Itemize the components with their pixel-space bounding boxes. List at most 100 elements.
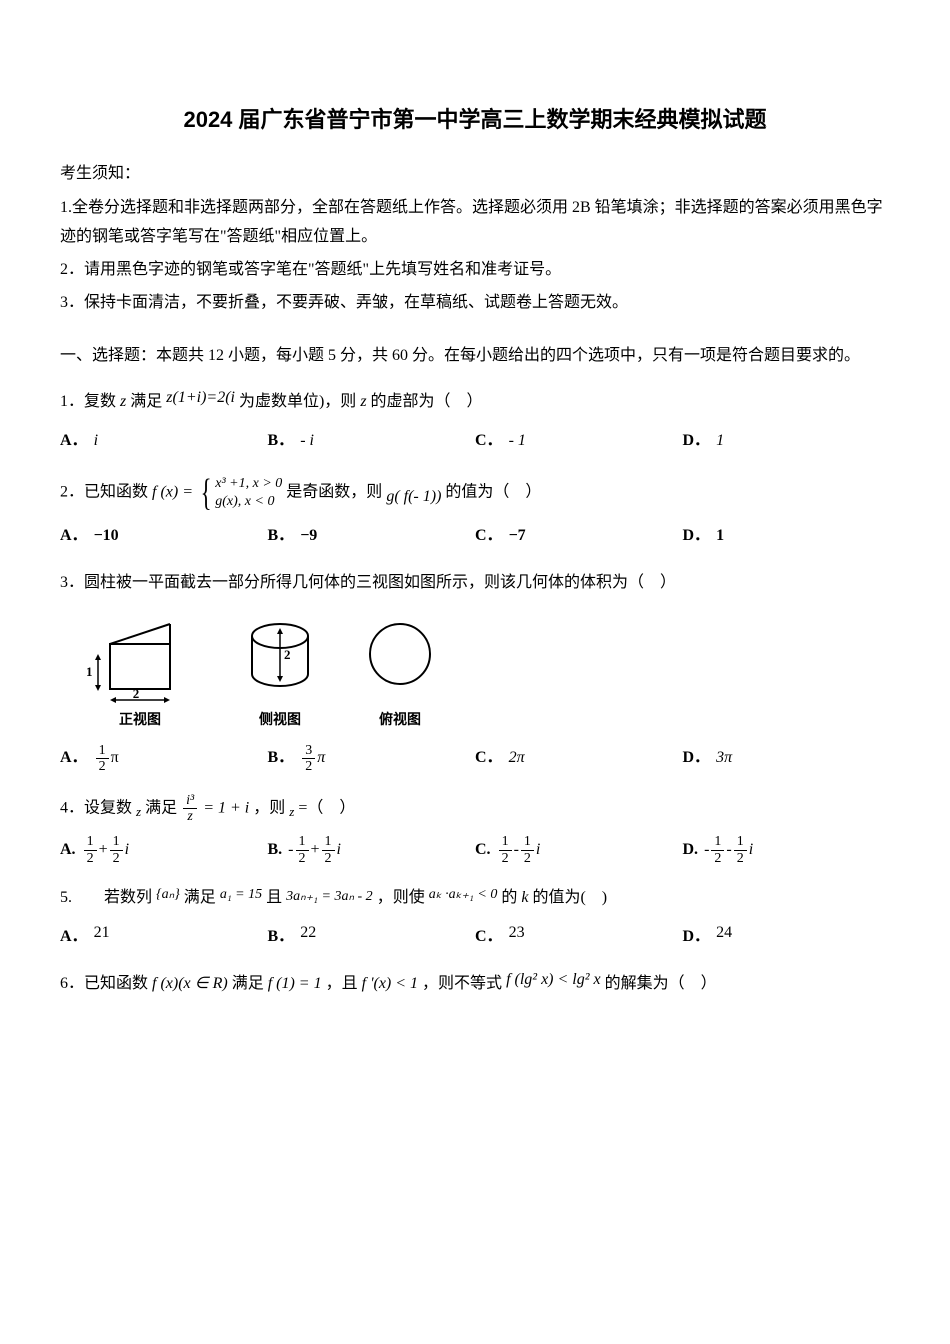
q4d-d2: 2	[734, 851, 747, 866]
q5-a1: a₁ = 15	[220, 887, 262, 902]
side-view-label: 侧视图	[240, 708, 320, 733]
notice-head: 考生须知：	[60, 160, 890, 189]
q5-choice-b: B．22	[268, 923, 476, 952]
q4d-n1: 1	[711, 834, 724, 850]
q4d-d1: 2	[711, 851, 724, 866]
q6-mid1: 满足	[232, 975, 264, 992]
q6-pre: 6．已知函数	[60, 975, 148, 992]
q3-b-num: 3	[302, 743, 315, 759]
q5-mid1: 满足	[184, 889, 216, 906]
exam-title: 2024 届广东省普宁市第一中学高三上数学期末经典模拟试题	[60, 100, 890, 140]
q4b-d2: 2	[322, 851, 335, 866]
label-d: D．	[683, 522, 711, 551]
q5-a-val: 21	[94, 919, 110, 948]
q4-choice-a: A. 12 + 12 i	[60, 834, 268, 866]
label-a: A.	[60, 836, 76, 865]
label-d: D.	[683, 836, 699, 865]
q1-a-val: i	[94, 427, 98, 456]
q3-choice-d: D． 3π	[683, 743, 891, 775]
q2-b-val: −9	[300, 522, 317, 551]
q4c-d1: 2	[499, 851, 512, 866]
q3-choice-b: B． 32 π	[268, 743, 476, 775]
q4a-d2: 2	[110, 851, 123, 866]
q4-choice-d: D. - 12 - 12 i	[683, 834, 891, 866]
q5-choices: A．21 B．22 C．23 D．24	[60, 923, 890, 952]
side-view-svg: 2	[240, 614, 320, 704]
notice-2: 2．请用黑色字迹的钢笔或答字笔在"答题纸"上先填写姓名和准考证号。	[60, 256, 890, 285]
label-b: B．	[268, 427, 295, 456]
label-a: A．	[60, 427, 88, 456]
q4-frac-den: z	[183, 809, 197, 824]
q3-d-val: 3π	[716, 744, 732, 773]
q3-a-pi: π	[111, 744, 119, 773]
q6-mid3: ，则不等式	[422, 975, 502, 992]
q1-eq: z(1+i)=2(i	[166, 389, 235, 406]
question-3: 3．圆柱被一平面截去一部分所得几何体的三视图如图所示，则该几何体的体积为（ ）	[60, 569, 890, 598]
label-d: D．	[683, 744, 711, 773]
q4-eq: = 1 + i	[203, 799, 249, 816]
q2-a-val: −10	[94, 522, 119, 551]
label-b: B．	[268, 522, 295, 551]
q4a-n2: 1	[110, 834, 123, 850]
q4-zeq: z	[289, 804, 294, 819]
q3-b-den: 2	[302, 759, 315, 774]
q4a-n1: 1	[84, 834, 97, 850]
label-c: C．	[475, 427, 503, 456]
svg-text:2: 2	[133, 686, 140, 701]
q4-post: =（ ）	[298, 799, 355, 816]
q2-post: 的值为（ ）	[445, 484, 541, 501]
q4b-n1: 1	[296, 834, 309, 850]
q4b-i: i	[337, 836, 341, 865]
front-view-label: 正视图	[80, 708, 200, 733]
label-c: C.	[475, 836, 491, 865]
q6-f1: f (1) = 1	[268, 975, 322, 992]
q4-pre: 4．设复数	[60, 799, 132, 816]
q3-a-num: 1	[96, 743, 109, 759]
q3-choice-a: A． 12 π	[60, 743, 268, 775]
q2-choice-c: C．−7	[475, 522, 683, 551]
q5-cond: aₖ ·aₖ₊₁ < 0	[429, 887, 498, 902]
question-2: 2．已知函数 f (x) = { x³ +1, x > 0 g(x), x < …	[60, 474, 890, 512]
q4c-i: i	[536, 836, 540, 865]
q1-z1: z	[120, 393, 126, 410]
q4-mid1: 满足	[145, 799, 177, 816]
q2-fx: f (x) =	[152, 484, 193, 501]
label-b: B．	[268, 923, 295, 952]
q3-a-den: 2	[96, 759, 109, 774]
q2-row2: g(x), x < 0	[215, 493, 282, 511]
q1-d-val: 1	[716, 427, 724, 456]
front-view-block: 1 2 正视图	[80, 614, 200, 733]
q1-mid1: 满足	[130, 393, 162, 410]
q1-choice-b: B．- i	[268, 427, 476, 456]
q3-b-pi: π	[317, 744, 325, 773]
q1-choice-a: A．i	[60, 427, 268, 456]
q2-gff: g( f(- 1))	[386, 488, 441, 505]
q1-z2: z	[360, 393, 366, 410]
q5-c-val: 23	[509, 919, 525, 948]
q5-b-val: 22	[300, 919, 316, 948]
q5-pre: 5. 若数列	[60, 889, 152, 906]
q4-choices: A. 12 + 12 i B. - 12 + 12 i C. 12 - 12 i…	[60, 834, 890, 866]
section-1-header: 一、选择题：本题共 12 小题，每小题 5 分，共 60 分。在每小题给出的四个…	[60, 342, 890, 371]
label-c: C．	[475, 744, 503, 773]
q2-choice-b: B．−9	[268, 522, 476, 551]
label-c: C．	[475, 923, 503, 952]
q1-c-val: - 1	[509, 427, 526, 456]
q4-choice-c: C. 12 - 12 i	[475, 834, 683, 866]
q6-fx: f (x)(x ∈ R)	[152, 975, 228, 992]
q5-mid3: 的	[501, 889, 517, 906]
question-4: 4．设复数 z 满足 i³z = 1 + i ，则 z =（ ）	[60, 793, 890, 825]
q4c-n1: 1	[499, 834, 512, 850]
q3-c-val: 2π	[509, 744, 525, 773]
q6-post: 的解集为（ ）	[605, 975, 717, 992]
label-b: B.	[268, 836, 283, 865]
top-view-svg	[360, 614, 440, 704]
q2-d-val: 1	[716, 522, 724, 551]
question-6: 6．已知函数 f (x)(x ∈ R) 满足 f (1) = 1 ，且 f '(…	[60, 970, 890, 999]
q4c-op: -	[514, 836, 519, 865]
q2-c-val: −7	[509, 522, 526, 551]
svg-text:2: 2	[284, 647, 291, 662]
q4b-d1: 2	[296, 851, 309, 866]
q2-choices: A．−10 B．−9 C．−7 D．1	[60, 522, 890, 551]
q4d-pre: -	[704, 836, 709, 865]
